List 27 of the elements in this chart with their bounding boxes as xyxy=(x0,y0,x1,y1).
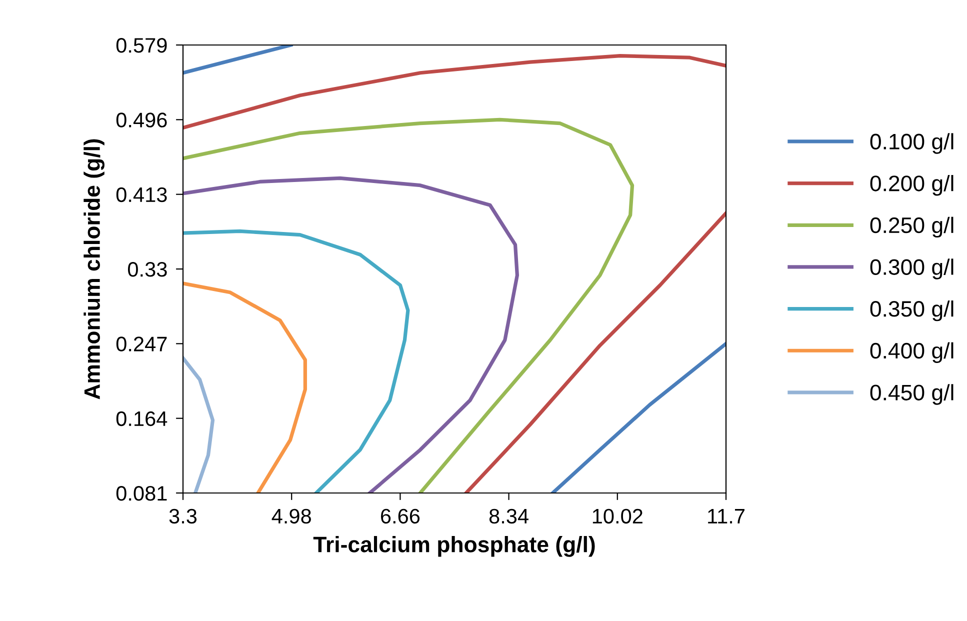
legend-label: 0.400 g/l xyxy=(870,342,954,364)
legend-label: 0.200 g/l xyxy=(870,174,954,196)
legend-label: 0.350 g/l xyxy=(870,300,954,322)
line-series xyxy=(183,282,307,493)
legend-label: 0.250 g/l xyxy=(870,216,954,238)
x-tick-label: 8.34 xyxy=(489,508,528,524)
y-tick-label: 0.496 xyxy=(116,112,167,128)
y-tick-label: 0.413 xyxy=(116,187,167,202)
line-series xyxy=(183,176,520,493)
x-tick-label: 6.66 xyxy=(380,508,420,524)
line-series xyxy=(183,118,634,493)
legend-label: 0.450 g/l xyxy=(870,384,954,405)
x-axis-title: Tri-calcium phosphate (g/l) xyxy=(313,536,595,557)
legend-label: 0.300 g/l xyxy=(870,258,954,280)
y-axis-title: Ammonium chloride (g/l) xyxy=(84,139,104,400)
y-tick-label: 0.579 xyxy=(116,38,167,53)
x-tick-label: 11.7 xyxy=(708,509,744,524)
x-tick-label: 3.3 xyxy=(169,508,197,524)
line-series xyxy=(183,356,215,493)
line-series xyxy=(183,229,410,493)
y-tick-label: 0.081 xyxy=(116,486,167,501)
x-tick-label: 4.98 xyxy=(272,508,311,524)
legend-label: 0.100 g/l xyxy=(870,133,954,154)
y-tick-label: 0.33 xyxy=(128,262,167,277)
x-tick-label: 10.02 xyxy=(592,508,642,524)
y-tick-label: 0.247 xyxy=(116,336,167,352)
y-tick-label: 0.164 xyxy=(116,411,168,426)
